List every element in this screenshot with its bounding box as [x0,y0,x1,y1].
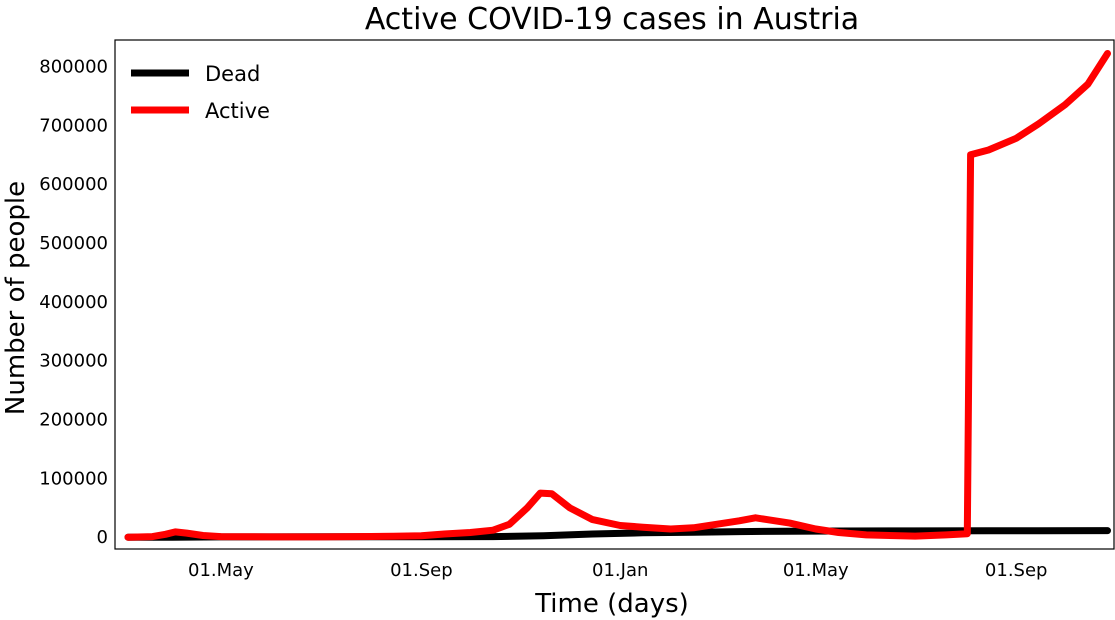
series-lines [124,50,1111,541]
y-axis-ticks: 0 100000 200000 300000 400000 500000 600000 700… [39,56,108,548]
y-tick-label: 500000 [39,233,108,254]
y-tick-label: 0 [97,527,108,548]
series-line-active [124,50,1111,541]
legend-label-dead: Dead [205,62,260,86]
x-tick-label: 01.Sep [390,560,453,581]
x-tick-label: 01.May [783,560,849,581]
plot-frame [114,39,1115,550]
chart-title: Active COVID-19 cases in Austria [365,2,859,37]
y-tick-label: 200000 [39,410,108,431]
y-tick-label: 400000 [39,292,108,313]
y-tick-label: 600000 [39,174,108,195]
y-tick-label: 700000 [39,115,108,136]
x-axis-label: Time (days) [534,589,689,619]
legend-label-active: Active [205,99,270,123]
y-tick-label: 100000 [39,468,108,489]
y-tick-label: 300000 [39,351,108,372]
y-tick-label: 800000 [39,56,108,77]
x-tick-label: 01.Sep [985,560,1048,581]
x-axis-ticks: 01.May 01.Sep 01.Jan 01.May 01.Sep [188,560,1047,581]
x-tick-label: 01.May [188,560,254,581]
x-tick-label: 01.Jan [592,560,648,581]
legend: Dead Active [131,62,270,123]
y-axis-label: Number of people [1,181,31,415]
